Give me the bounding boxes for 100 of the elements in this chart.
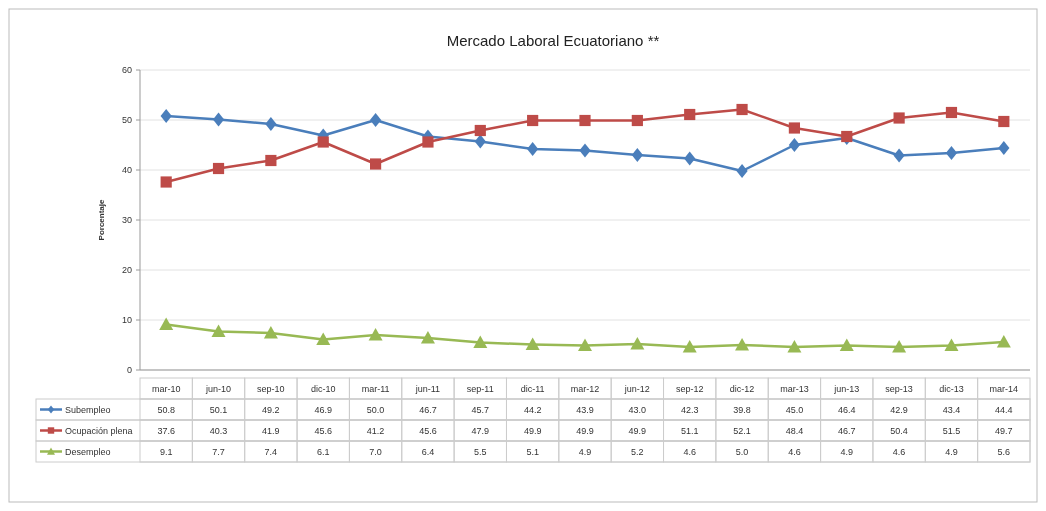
x-tick-label: dic-11 bbox=[520, 383, 545, 394]
point bbox=[474, 124, 486, 137]
point bbox=[263, 326, 278, 339]
x-tick-label: mar-11 bbox=[361, 383, 390, 394]
point bbox=[578, 338, 592, 352]
point bbox=[893, 112, 905, 124]
point bbox=[892, 340, 907, 353]
y-tick-label: 0 bbox=[126, 365, 132, 376]
point bbox=[212, 112, 225, 127]
point bbox=[579, 143, 591, 158]
data-label: 48.4 bbox=[785, 425, 804, 436]
point bbox=[998, 141, 1010, 155]
data-label: 9.1 bbox=[159, 446, 173, 457]
data-label: 50.0 bbox=[366, 404, 385, 415]
data-label: 43.4 bbox=[942, 404, 961, 415]
data-label: 50.4 bbox=[890, 425, 908, 436]
x-tick-label: jun-10 bbox=[205, 383, 232, 394]
x-tick-label: jun-11 bbox=[414, 383, 441, 394]
x-tick-label: dic-10 bbox=[310, 383, 336, 394]
point bbox=[630, 337, 645, 350]
x-tick-label: sep-10 bbox=[257, 383, 285, 394]
data-label: 39.8 bbox=[733, 404, 751, 415]
data-label: 49.9 bbox=[576, 425, 594, 436]
data-label: 5.6 bbox=[997, 446, 1011, 457]
point bbox=[317, 136, 329, 148]
point bbox=[631, 148, 643, 162]
data-label: 45.7 bbox=[471, 404, 490, 415]
point bbox=[735, 338, 750, 351]
x-tick-label: sep-13 bbox=[885, 383, 913, 394]
legend-label: Desempleo bbox=[65, 446, 111, 457]
point bbox=[474, 134, 486, 149]
y-axis-title: Porcentaje bbox=[97, 199, 106, 241]
point bbox=[422, 136, 434, 148]
point bbox=[945, 106, 958, 119]
point bbox=[211, 324, 226, 338]
data-label: 7.7 bbox=[212, 446, 225, 457]
data-label: 5.0 bbox=[735, 446, 749, 457]
data-label: 6.4 bbox=[421, 446, 435, 457]
point bbox=[527, 142, 539, 156]
point bbox=[736, 103, 748, 116]
data-label: 7.4 bbox=[264, 446, 278, 457]
data-label: 46.9 bbox=[314, 404, 332, 415]
x-tick-label: sep-12 bbox=[675, 383, 704, 394]
point bbox=[631, 114, 643, 127]
point bbox=[369, 158, 382, 170]
data-label: 50.8 bbox=[157, 404, 175, 415]
point bbox=[160, 176, 172, 188]
data-label: 44.4 bbox=[995, 404, 1013, 415]
point bbox=[945, 146, 958, 160]
y-tick-label: 50 bbox=[121, 115, 132, 126]
x-tick-label: mar-13 bbox=[780, 383, 809, 394]
point bbox=[788, 122, 801, 134]
y-tick-label: 30 bbox=[121, 215, 132, 226]
data-label: 43.0 bbox=[628, 404, 647, 415]
point bbox=[944, 338, 959, 352]
point bbox=[579, 114, 591, 127]
point bbox=[159, 317, 174, 331]
data-label: 7.0 bbox=[369, 446, 382, 457]
data-label: 41.2 bbox=[366, 425, 385, 436]
point bbox=[212, 162, 225, 175]
data-label: 51.5 bbox=[942, 425, 961, 436]
data-label: 45.0 bbox=[785, 404, 804, 415]
data-label: 46.4 bbox=[838, 404, 856, 415]
x-tick-label: dic-12 bbox=[729, 383, 755, 394]
data-label: 49.2 bbox=[262, 404, 280, 415]
data-label: 4.6 bbox=[788, 446, 801, 457]
x-tick-label: sep-11 bbox=[466, 383, 494, 394]
chart-title: Mercado Laboral Ecuatoriano ** bbox=[446, 32, 660, 49]
y-tick-label: 10 bbox=[121, 315, 132, 326]
x-tick-label: mar-14 bbox=[989, 383, 1019, 394]
point bbox=[265, 154, 277, 167]
legend-label: Subempleo bbox=[65, 404, 111, 415]
data-label: 4.9 bbox=[840, 446, 854, 457]
point bbox=[265, 117, 277, 131]
point bbox=[839, 338, 854, 352]
data-label: 37.6 bbox=[157, 425, 175, 436]
data-label: 4.6 bbox=[892, 446, 906, 457]
y-tick-label: 40 bbox=[121, 165, 132, 176]
point bbox=[525, 337, 540, 351]
point bbox=[996, 335, 1011, 348]
data-label: 50.1 bbox=[209, 404, 228, 415]
x-tick-label: jun-12 bbox=[623, 383, 650, 394]
data-label: 42.9 bbox=[890, 404, 908, 415]
point bbox=[473, 335, 488, 349]
data-label: 40.3 bbox=[209, 425, 228, 436]
point bbox=[420, 331, 435, 344]
data-label: 42.3 bbox=[680, 404, 699, 415]
legend-label: Ocupación plena bbox=[65, 425, 133, 436]
point bbox=[682, 340, 697, 353]
data-label: 49.7 bbox=[995, 425, 1013, 436]
data-label: 43.9 bbox=[576, 404, 594, 415]
x-tick-label: dic-13 bbox=[939, 383, 964, 394]
y-tick-label: 60 bbox=[121, 65, 132, 76]
data-label: 45.6 bbox=[419, 425, 437, 436]
x-tick-label: jun-13 bbox=[833, 383, 860, 394]
point bbox=[684, 108, 696, 121]
data-label: 44.2 bbox=[523, 404, 542, 415]
point bbox=[527, 114, 539, 127]
y-tick-label: 20 bbox=[121, 265, 132, 276]
data-label: 49.9 bbox=[628, 425, 647, 436]
